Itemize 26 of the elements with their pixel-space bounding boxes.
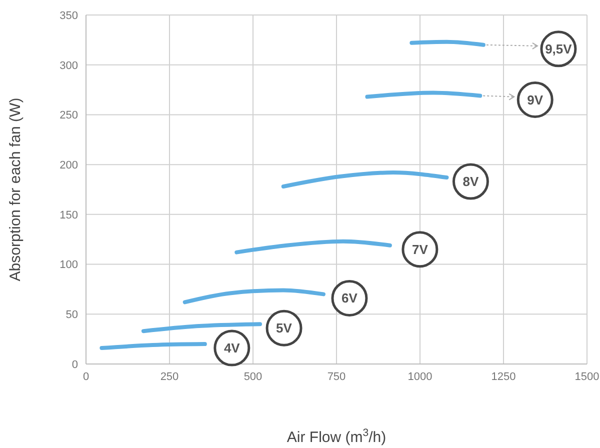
y-tick-label: 0 bbox=[72, 358, 78, 371]
y-axis-title: Absorption for each fan (W) bbox=[7, 98, 24, 282]
series-label: 4V bbox=[224, 340, 240, 356]
line-series bbox=[281, 170, 449, 189]
series-label: 7V bbox=[412, 242, 428, 257]
x-tick-label: 500 bbox=[244, 370, 262, 383]
x-axis-title: Air Flow (m$^{3}$/h) bbox=[286, 427, 386, 446]
y-tick-label: 150 bbox=[60, 209, 78, 222]
line-series bbox=[182, 288, 326, 304]
y-tick-label: 300 bbox=[60, 60, 78, 72]
series-label: 6V bbox=[342, 290, 358, 306]
y-tick-label: 200 bbox=[60, 159, 78, 172]
y-tick-label: 250 bbox=[60, 110, 78, 122]
series-label: 5V bbox=[276, 320, 292, 336]
y-tick-label: 350 bbox=[60, 10, 78, 22]
y-tick-label: 50 bbox=[66, 309, 78, 322]
series-label: 8V bbox=[462, 174, 479, 190]
x-tick-label: 1250 bbox=[491, 370, 516, 383]
x-tick-label: 250 bbox=[160, 370, 179, 383]
text: 9,5V bbox=[545, 41, 572, 56]
x-tick-label: 1500 bbox=[574, 370, 600, 383]
x-tick-label: 0 bbox=[82, 370, 90, 383]
text: 9V bbox=[527, 92, 544, 108]
x-tick-label: 1000 bbox=[408, 370, 432, 383]
x-tick-label: 750 bbox=[327, 370, 346, 383]
y-tick-label: 100 bbox=[60, 259, 78, 272]
